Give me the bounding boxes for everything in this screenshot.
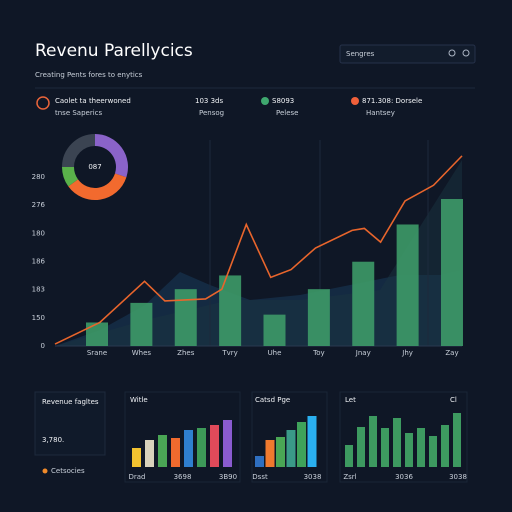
bar <box>184 430 193 467</box>
bar <box>393 418 401 467</box>
bar <box>441 425 449 467</box>
bar <box>276 437 285 467</box>
y-tick-label: 183 <box>32 286 45 294</box>
x-tick-label: Tvry <box>221 349 237 357</box>
bar <box>86 322 108 346</box>
kpi-label: Pensog <box>199 109 224 117</box>
bar <box>307 416 317 467</box>
y-tick-label: 180 <box>32 229 45 237</box>
y-tick-label: 186 <box>32 258 46 266</box>
kpi-value: Caolet ta theerwoned <box>55 97 131 105</box>
bar <box>286 430 296 467</box>
donut-label: 087 <box>88 163 101 171</box>
x-tick-label: Zsrl <box>343 473 356 481</box>
x-tick-label: Drad <box>128 473 145 481</box>
bar <box>453 413 461 467</box>
bar <box>405 433 413 467</box>
search-box[interactable]: Sengres <box>339 44 476 64</box>
bar <box>441 199 463 346</box>
bar <box>263 314 286 346</box>
card-title: Let <box>345 396 356 404</box>
subtitle: Creating Pents fores to enytics <box>35 71 143 79</box>
card-title: Catsd Pge <box>255 396 290 404</box>
bar <box>174 289 197 346</box>
donut-segment <box>62 166 79 187</box>
search-placeholder: Sengres <box>346 50 375 58</box>
y-tick-label: 0 <box>41 342 45 350</box>
bar <box>145 440 154 467</box>
x-tick-label: Toy <box>312 349 325 357</box>
bar <box>396 224 419 346</box>
bar <box>297 422 306 467</box>
x-tick-label: 3036 <box>395 473 413 481</box>
x-tick-label: Jhy <box>401 349 413 357</box>
title: Revenu Parellycics <box>35 41 193 61</box>
donut-segment <box>62 134 96 168</box>
bar <box>357 427 365 467</box>
legend-dot <box>42 468 48 474</box>
bar <box>132 448 141 467</box>
legend-label: Cetsocies <box>51 467 85 475</box>
bar <box>210 425 219 467</box>
x-tick-label: 3038 <box>449 473 467 481</box>
search-icon[interactable] <box>462 49 470 57</box>
kpi-label: Hantsey <box>366 109 395 117</box>
bar <box>352 261 375 346</box>
bar <box>255 456 264 467</box>
x-tick-label: Dsst <box>252 473 268 481</box>
kpi-value: S8093 <box>272 97 294 105</box>
x-tick-label: Uhe <box>268 349 282 357</box>
x-tick-label: 3B90 <box>219 473 237 481</box>
bar <box>417 428 425 467</box>
donut-segment <box>94 134 128 178</box>
x-tick-label: Whes <box>132 349 152 357</box>
bar <box>369 416 377 467</box>
kpi-value: 871.308: Dorsele <box>362 97 422 105</box>
bar <box>223 420 232 467</box>
donut-segment <box>68 173 127 200</box>
card <box>124 391 241 483</box>
bar <box>429 436 437 467</box>
x-tick-label: 3698 <box>174 473 192 481</box>
card <box>34 391 106 456</box>
bar <box>381 428 389 467</box>
card-value: 3,780. <box>42 436 64 444</box>
y-tick-label: 150 <box>32 314 45 322</box>
search-field[interactable] <box>339 44 476 64</box>
x-tick-label: Zay <box>445 349 458 357</box>
card-title: Witle <box>130 396 148 404</box>
x-tick-label: Srane <box>87 349 107 357</box>
bar <box>307 289 330 346</box>
bar <box>197 428 206 467</box>
bar <box>171 438 180 467</box>
kpi-icon <box>36 96 50 110</box>
kpi-dot <box>351 97 359 105</box>
card-title: Cl <box>450 396 457 404</box>
y-tick-label: 280 <box>32 173 45 181</box>
card-title: Revenue fagltes <box>42 398 99 406</box>
x-tick-label: Zhes <box>177 349 195 357</box>
donut-hole <box>75 147 115 187</box>
kpi-value: 103 3ds <box>195 97 223 105</box>
bar <box>158 435 167 467</box>
line <box>54 155 463 345</box>
kpi-dot <box>261 97 269 105</box>
kpi-label: Pelese <box>276 109 298 117</box>
bar <box>219 275 242 346</box>
x-tick-label: Jnay <box>355 349 371 357</box>
bar <box>265 440 275 467</box>
bar <box>345 445 353 467</box>
bar <box>130 302 153 346</box>
y-tick-label: 276 <box>32 201 46 209</box>
kpi-label: tnse Saperics <box>55 109 103 117</box>
search-icon[interactable] <box>448 49 456 57</box>
x-tick-label: 3038 <box>304 473 322 481</box>
